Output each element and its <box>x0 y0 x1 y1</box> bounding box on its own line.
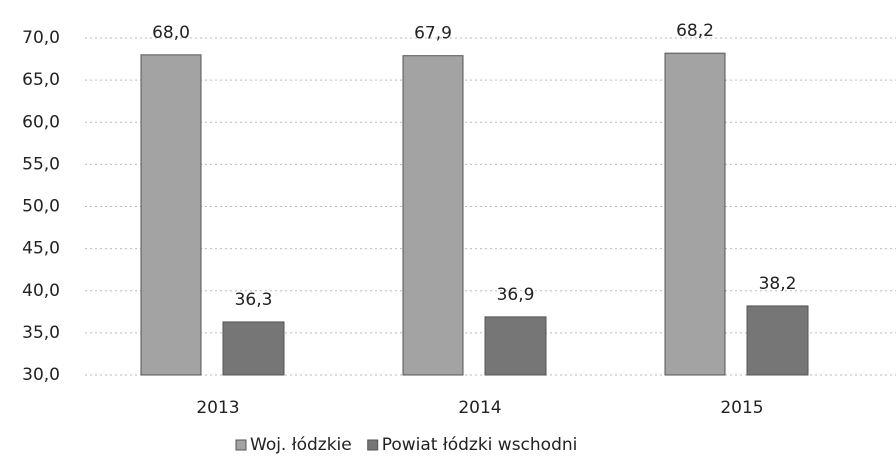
bar <box>402 55 464 376</box>
y-tick-label: 50,0 <box>22 197 60 217</box>
bar <box>140 54 202 376</box>
x-tick-label: 2014 <box>458 398 501 418</box>
legend-swatch <box>235 439 247 451</box>
legend-swatch <box>367 439 379 451</box>
value-label: 36,9 <box>497 285 535 305</box>
bar <box>746 305 809 376</box>
y-tick-label: 35,0 <box>22 323 60 343</box>
bar <box>484 316 547 376</box>
x-tick-label: 2015 <box>720 398 763 418</box>
value-label: 68,0 <box>152 23 190 43</box>
bar <box>222 321 285 376</box>
y-tick-label: 40,0 <box>22 281 60 301</box>
y-tick-label: 45,0 <box>22 239 60 259</box>
y-tick-label: 60,0 <box>22 112 60 132</box>
value-label: 38,2 <box>759 274 797 294</box>
legend-label: Powiat łódzki wschodni <box>382 435 578 455</box>
y-tick-label: 65,0 <box>22 70 60 90</box>
y-tick-label: 70,0 <box>22 28 60 48</box>
legend-label: Woj. łódzkie <box>250 435 352 455</box>
y-tick-label: 55,0 <box>22 154 60 174</box>
value-label: 36,3 <box>235 290 273 310</box>
bar <box>664 52 726 376</box>
x-tick-label: 2013 <box>196 398 239 418</box>
value-label: 68,2 <box>676 21 714 41</box>
y-tick-label: 30,0 <box>22 365 60 385</box>
value-label: 67,9 <box>414 24 452 44</box>
